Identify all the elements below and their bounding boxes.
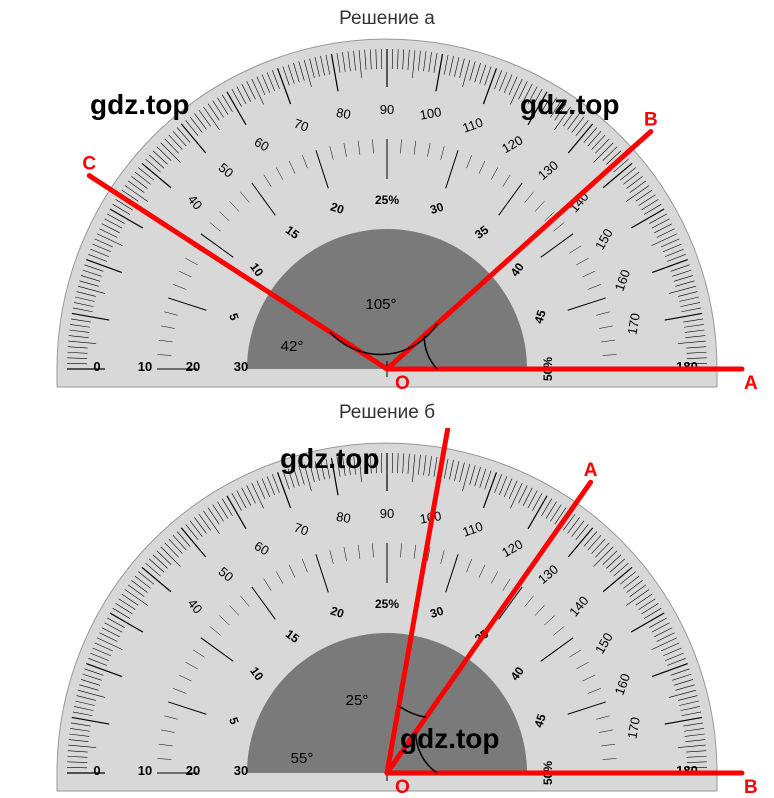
point-label-A: A [744, 373, 758, 394]
deg-label: 80 [335, 509, 352, 526]
deg-label: 90 [380, 506, 394, 521]
base-label: 0 [93, 359, 100, 374]
angle-label: 42° [281, 338, 304, 355]
watermark-tl2: gdz.top [280, 443, 380, 474]
pct-label: 25% [375, 597, 399, 611]
base-label: 30 [234, 359, 248, 374]
deg-label: 90 [380, 102, 394, 117]
base-label: 10 [138, 359, 152, 374]
diagram-a: 4050607080901001101201301401501601705101… [0, 34, 774, 394]
angle-label: 55° [291, 750, 314, 767]
base-label: 30 [234, 763, 248, 778]
title-a: Решение а [0, 8, 774, 30]
point-label-O: O [395, 777, 410, 798]
diagram-b: 4050607080901001101201301401501601705101… [0, 428, 774, 798]
title-b: Решение б [0, 402, 774, 424]
watermark-br: gdz.top [400, 723, 500, 754]
base-label: 20 [186, 763, 200, 778]
point-label-A: A [584, 460, 598, 481]
watermark-tl: gdz.top [90, 89, 190, 120]
point-label-B: B [644, 109, 658, 130]
base-label: 20 [186, 359, 200, 374]
point-label-O: O [395, 373, 410, 394]
point-label-B: B [744, 777, 758, 798]
base-label: 0 [93, 763, 100, 778]
pct-label: 25% [375, 193, 399, 207]
watermark-tr: gdz.top [520, 89, 620, 120]
angle-label: 25° [346, 692, 369, 709]
angle-label: 105° [365, 296, 396, 313]
deg-label: 80 [335, 105, 352, 122]
point-label-C: C [82, 154, 96, 175]
base-label: 10 [138, 763, 152, 778]
